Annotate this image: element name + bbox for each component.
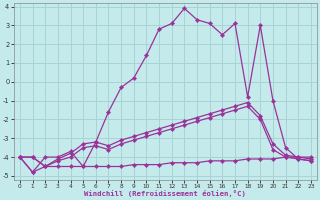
X-axis label: Windchill (Refroidissement éolien,°C): Windchill (Refroidissement éolien,°C) — [84, 190, 246, 197]
